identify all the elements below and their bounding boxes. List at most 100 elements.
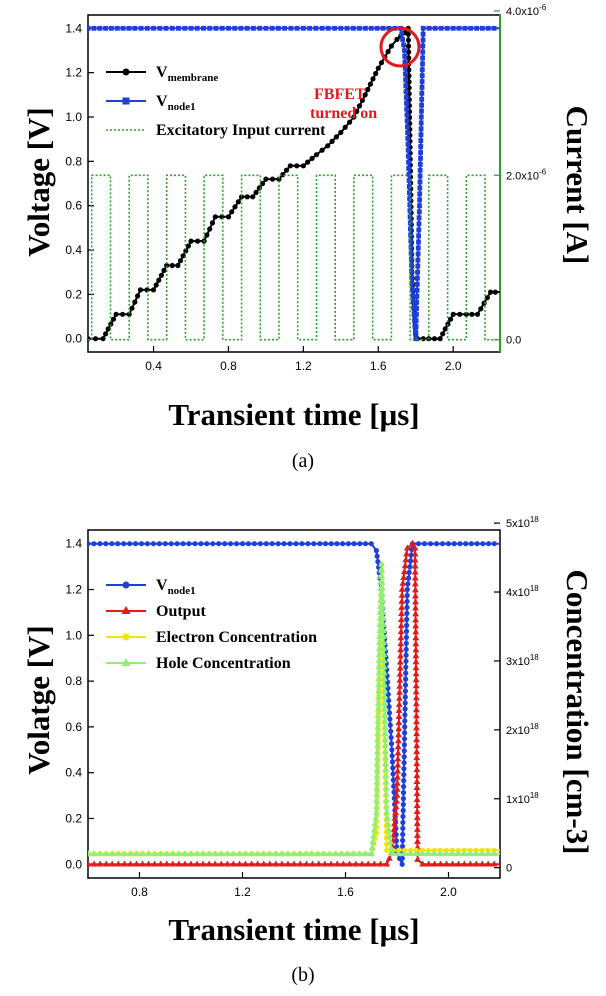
- y2-tick-mantissa: 0.0: [506, 335, 521, 347]
- point-node1: [419, 102, 424, 108]
- point-output: [413, 784, 421, 790]
- point-node1: [138, 541, 145, 547]
- x-axis-title-a: Transient time [μs]: [168, 397, 419, 432]
- caption-a: (a): [292, 450, 314, 472]
- point-output: [413, 820, 421, 826]
- point-node1: [305, 541, 311, 547]
- point-output: [272, 860, 280, 867]
- point-hole: [374, 717, 382, 724]
- point-node1: [408, 250, 414, 256]
- point-node1: [210, 541, 216, 547]
- point-node1: [404, 598, 410, 605]
- point-node1: [480, 541, 486, 547]
- point-node1: [401, 760, 407, 766]
- point-node1: [192, 541, 198, 547]
- point-node1: [415, 257, 421, 263]
- y-tick-label: 0.8: [65, 154, 82, 168]
- point-node1: [414, 300, 420, 305]
- point-membrane: [309, 155, 315, 161]
- point-output: [401, 562, 409, 569]
- point-hole: [378, 578, 386, 585]
- point-hole: [478, 850, 486, 857]
- point-node1: [127, 541, 133, 547]
- point-node1: [413, 324, 419, 329]
- point-node1: [401, 754, 407, 760]
- point-hole: [90, 850, 98, 857]
- point-hole: [382, 778, 390, 785]
- point-node1: [186, 541, 192, 547]
- legend-label: Vmembrane: [156, 64, 218, 84]
- point-output: [431, 860, 438, 867]
- point-output: [437, 860, 444, 867]
- point-node1: [144, 25, 150, 31]
- point-node1: [387, 716, 393, 722]
- series-output: [88, 539, 500, 867]
- y-tick-label: 0.4: [65, 243, 82, 257]
- point-node1: [410, 287, 415, 292]
- point-hole: [379, 608, 387, 615]
- point-node1: [251, 25, 256, 31]
- point-output: [217, 860, 225, 867]
- point-hole: [381, 705, 389, 712]
- point-node1: [404, 106, 410, 112]
- point-membrane: [126, 311, 132, 317]
- point-node1: [400, 790, 407, 796]
- point-membrane: [108, 321, 114, 327]
- point-membrane: [175, 262, 181, 269]
- point-node1: [168, 541, 174, 547]
- point-node1: [415, 541, 422, 547]
- point-hole: [175, 850, 183, 857]
- legend-item-membrane: Vmembrane: [106, 64, 218, 84]
- point-output: [411, 544, 419, 551]
- point-hole: [382, 760, 390, 767]
- point-hole: [374, 742, 381, 748]
- point-membrane: [437, 336, 443, 342]
- point-output: [254, 860, 261, 867]
- y-tick-label: 1.4: [65, 537, 82, 551]
- legend-label: Electron Concentration: [156, 629, 317, 646]
- point-node1: [88, 25, 91, 31]
- point-hole: [436, 850, 444, 857]
- point-output: [96, 860, 104, 867]
- point-node1: [103, 541, 109, 547]
- point-output: [413, 724, 420, 731]
- y-tick-label: 0.2: [65, 811, 82, 825]
- point-hole: [350, 850, 357, 857]
- point-hole: [108, 850, 116, 857]
- point-node1: [156, 541, 162, 547]
- point-hole: [126, 850, 134, 857]
- point-hole: [454, 850, 462, 857]
- point-output: [413, 748, 421, 755]
- point-node1: [402, 53, 408, 59]
- point-output: [175, 860, 183, 867]
- point-membrane: [232, 204, 238, 210]
- point-node1: [406, 184, 412, 189]
- point-node1: [228, 541, 234, 547]
- point-output: [284, 860, 292, 867]
- point-node1: [404, 112, 410, 118]
- point-hole: [102, 850, 110, 857]
- point-node1: [399, 31, 405, 37]
- point-node1: [413, 318, 419, 323]
- point-node1: [351, 541, 357, 547]
- point-hole: [373, 784, 381, 791]
- point-node1: [403, 670, 409, 676]
- series-node1: [88, 541, 500, 867]
- point-membrane: [110, 316, 117, 322]
- point-node1: [294, 25, 300, 31]
- point-node1: [120, 25, 126, 31]
- point-output: [390, 826, 398, 833]
- point-node1: [444, 25, 450, 31]
- point-node1: [322, 541, 329, 547]
- y2-tick-label: 4.0x10-6: [506, 3, 547, 18]
- y2-tick-exponent: 18: [530, 515, 539, 524]
- point-output: [414, 837, 421, 844]
- y2-tick-mantissa: 2x10: [506, 725, 530, 737]
- point-node1: [389, 759, 396, 765]
- line-hole: [88, 564, 500, 855]
- point-output: [88, 860, 92, 867]
- point-hole: [193, 850, 201, 857]
- point-membrane: [156, 277, 162, 283]
- legend-marker: [121, 606, 131, 614]
- point-membrane: [394, 36, 400, 43]
